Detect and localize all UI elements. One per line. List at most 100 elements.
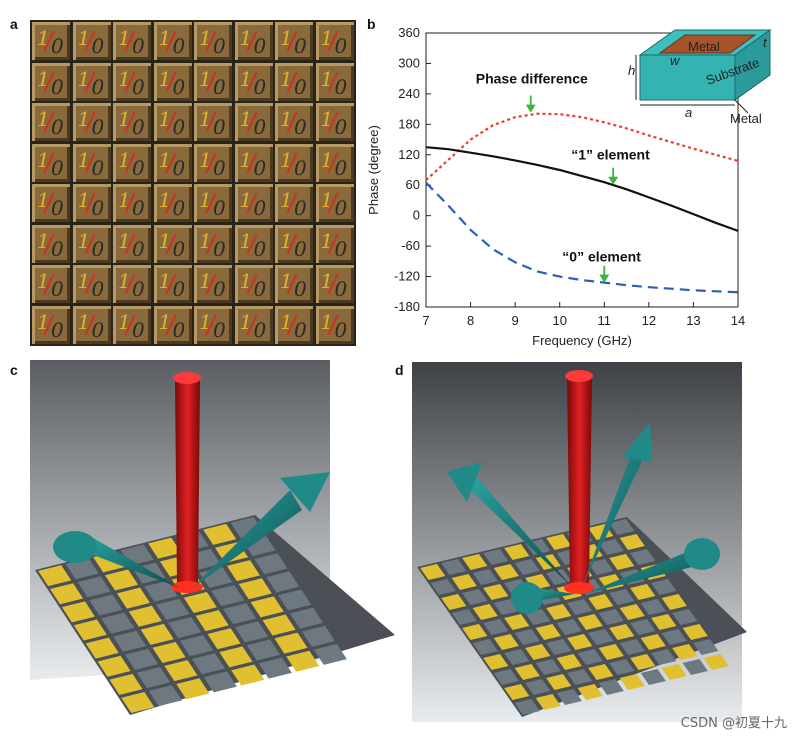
- cell-one-glyph: 1: [280, 188, 293, 212]
- stripe-cell: [156, 598, 190, 620]
- cell-zero-glyph: 0: [253, 236, 267, 261]
- cell-zero-glyph: 0: [132, 196, 145, 220]
- stripe-cell: [250, 596, 284, 618]
- check-cell: [556, 619, 582, 635]
- stripe-cell: [226, 560, 260, 582]
- cell-zero-glyph: 0: [213, 236, 226, 261]
- check-cell: [598, 644, 624, 660]
- check-cell: [504, 614, 530, 630]
- cell-zero-glyph: 0: [253, 196, 267, 220]
- check-cell: [619, 639, 645, 655]
- check-cell: [483, 654, 509, 670]
- check-cell: [451, 609, 477, 625]
- cell-one-glyph: 1: [118, 26, 131, 50]
- check-cell: [609, 624, 635, 640]
- stripe-cell: [77, 576, 111, 598]
- reflected-beam-upleft-d: [462, 474, 572, 587]
- cell-zero-glyph: 0: [253, 317, 267, 342]
- cell-one-glyph: 1: [118, 107, 131, 131]
- y-tick-label: 60: [406, 177, 420, 192]
- check-cell: [546, 569, 572, 585]
- y-tick-label: 0: [413, 208, 420, 223]
- x-tick-label: 7: [422, 313, 429, 328]
- cell-zero-glyph: 0: [91, 34, 105, 58]
- stripe-cell: [290, 607, 324, 629]
- stripe-cell: [254, 553, 288, 575]
- scene-c-striped-metasurface: [30, 360, 395, 715]
- stripe-cell: [125, 648, 159, 670]
- check-cell: [504, 544, 530, 560]
- cell-zero-glyph: 0: [91, 236, 105, 261]
- reflected-beam-left-c: [80, 535, 180, 588]
- y-tick-label: -120: [394, 269, 420, 284]
- cell-one-glyph: 1: [280, 26, 293, 50]
- stripe-cell: [168, 617, 202, 638]
- cell-one-glyph: 1: [199, 107, 212, 131]
- stripe-cell: [286, 650, 320, 672]
- check-cell: [640, 634, 666, 650]
- stripe-cell: [183, 592, 217, 613]
- stripe-cell: [235, 621, 269, 643]
- stripe-cell: [116, 587, 150, 609]
- stripe-cell: [231, 664, 265, 686]
- beam-spot-d: [564, 582, 594, 594]
- check-cell: [651, 579, 677, 595]
- cell-zero-glyph: 0: [294, 155, 307, 180]
- stripe-cell: [65, 558, 99, 580]
- stripe-cell: [140, 623, 174, 645]
- check-cell: [483, 549, 509, 565]
- check-cell: [493, 634, 519, 650]
- cell-zero-glyph: 0: [334, 34, 348, 58]
- series-line-1: [425, 146, 739, 232]
- x-tick-label: 11: [598, 313, 612, 328]
- cell-one-glyph: 1: [37, 26, 50, 50]
- stripe-cell: [144, 580, 178, 602]
- x-tick-label: 13: [686, 313, 700, 328]
- stripe-cell: [258, 657, 292, 679]
- check-cell: [546, 639, 572, 655]
- inset-w-label: w: [670, 53, 681, 68]
- cell-one-glyph: 1: [280, 269, 293, 293]
- cell-zero-glyph: 0: [132, 34, 145, 58]
- y-tick-label: 120: [398, 147, 420, 162]
- stripe-cell: [223, 603, 257, 625]
- cell-one-glyph: 1: [37, 107, 50, 131]
- chart-series: [425, 112, 739, 294]
- check-cell: [567, 669, 593, 685]
- check-cell: [546, 604, 572, 620]
- beam-top-c: [173, 372, 201, 384]
- y-tick-label: 300: [398, 55, 420, 70]
- stripe-cell: [73, 619, 107, 641]
- stripe-cell: [211, 585, 245, 607]
- x-tick-label: 10: [552, 313, 566, 328]
- cell-zero-glyph: 0: [253, 277, 267, 301]
- scene-d-chessboard-metasurface: [412, 362, 747, 722]
- stripe-cell: [128, 605, 162, 627]
- y-axis-label: Phase (degree): [366, 125, 381, 215]
- annotation-label: Phase difference: [476, 71, 588, 87]
- cell-zero-glyph: 0: [51, 115, 64, 139]
- stripe-cell: [266, 571, 300, 593]
- check-cell: [630, 654, 656, 670]
- check-cell: [472, 569, 498, 585]
- cell-zero-glyph: 0: [253, 34, 267, 58]
- stripe-cell: [176, 678, 210, 700]
- check-cell: [609, 589, 635, 605]
